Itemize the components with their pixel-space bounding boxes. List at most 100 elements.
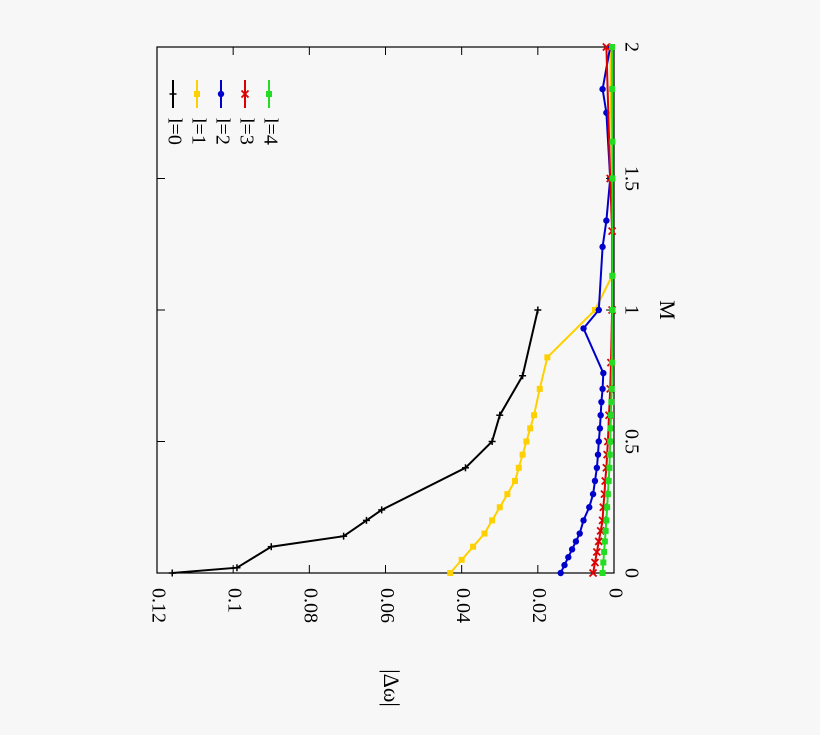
data-point xyxy=(458,556,465,563)
data-point xyxy=(597,412,604,419)
y-tick-label: 0.04 xyxy=(452,588,474,623)
data-point xyxy=(609,44,616,50)
data-point xyxy=(595,438,602,445)
data-point xyxy=(609,138,616,145)
data-point xyxy=(461,464,469,472)
data-point xyxy=(519,372,527,380)
data-point xyxy=(240,89,250,99)
data-point xyxy=(489,517,496,524)
y-tick-label: 0 xyxy=(604,588,626,598)
data-point xyxy=(595,306,602,314)
data-point xyxy=(601,548,608,555)
data-point xyxy=(362,516,370,524)
data-point xyxy=(607,425,614,432)
legend-entry-2: l=2 xyxy=(211,80,233,145)
data-point xyxy=(592,547,601,557)
data-point xyxy=(600,369,607,377)
data-point xyxy=(607,412,614,419)
data-point xyxy=(594,537,603,546)
data-point xyxy=(603,517,610,524)
data-point xyxy=(519,451,526,458)
data-point xyxy=(557,569,564,577)
data-point xyxy=(266,91,272,97)
data-point xyxy=(604,491,611,498)
data-point xyxy=(608,399,615,406)
data-point xyxy=(488,438,496,445)
legend-label: l=2 xyxy=(211,118,233,145)
data-point xyxy=(496,411,504,419)
series-layer xyxy=(168,42,617,578)
data-point xyxy=(596,425,604,432)
y-tick-label: 0.06 xyxy=(376,588,398,623)
data-point xyxy=(544,354,551,361)
x-tick-label: 0.5 xyxy=(620,429,642,454)
data-point xyxy=(561,561,568,569)
data-point xyxy=(169,90,177,98)
data-point xyxy=(534,306,542,314)
data-point xyxy=(194,91,200,97)
legend-entry-4: l=4 xyxy=(259,80,281,145)
data-point xyxy=(600,559,607,566)
data-point xyxy=(609,86,616,93)
data-point xyxy=(233,564,241,572)
data-point xyxy=(588,568,598,578)
data-point xyxy=(598,398,605,406)
y-tick-label: 0.1 xyxy=(224,588,246,613)
data-point xyxy=(470,543,477,550)
data-point xyxy=(586,504,593,511)
data-point xyxy=(378,506,386,514)
data-point xyxy=(576,530,583,537)
x-tick-label: 0 xyxy=(620,568,642,578)
y-axis-label: |Δω| xyxy=(379,669,404,706)
data-point xyxy=(217,90,225,98)
data-point xyxy=(496,504,503,511)
data-point xyxy=(599,243,606,251)
data-point xyxy=(536,385,543,392)
series-line xyxy=(559,46,612,574)
data-point xyxy=(590,558,600,567)
data-point xyxy=(593,464,601,471)
x-tick-label: 2 xyxy=(620,42,642,52)
data-point xyxy=(591,307,598,313)
legend-entry-3: l=3 xyxy=(235,80,257,145)
data-point xyxy=(572,538,580,545)
data-point xyxy=(606,464,613,471)
series-0 xyxy=(168,306,542,577)
series-2 xyxy=(557,43,614,577)
data-point xyxy=(511,477,518,484)
data-point xyxy=(565,554,572,561)
data-point xyxy=(599,570,606,576)
data-point xyxy=(568,546,576,553)
x-axis-label: M xyxy=(655,300,680,320)
data-point xyxy=(608,385,615,392)
data-point xyxy=(606,451,613,458)
data-point xyxy=(523,438,530,445)
series-line xyxy=(449,46,614,574)
series-4 xyxy=(599,44,616,576)
x-tick-label: 1 xyxy=(620,305,642,315)
legend-label: l=1 xyxy=(187,118,209,145)
data-point xyxy=(515,464,522,471)
legend-label: l=4 xyxy=(259,118,281,145)
data-point xyxy=(504,491,511,498)
data-point xyxy=(591,477,599,485)
data-point xyxy=(605,477,612,484)
data-point xyxy=(531,412,538,419)
legend-entry-0: l=0 xyxy=(163,80,185,145)
data-point xyxy=(340,532,348,540)
data-point xyxy=(609,307,616,313)
data-point xyxy=(527,425,534,432)
data-point xyxy=(603,217,610,224)
data-point xyxy=(580,517,587,524)
data-point xyxy=(589,490,597,498)
data-point xyxy=(594,451,602,458)
legend-label: l=0 xyxy=(163,118,185,145)
data-point xyxy=(267,543,275,551)
data-point xyxy=(609,272,616,279)
legend-entry-1: l=1 xyxy=(187,80,209,145)
data-point xyxy=(599,385,606,393)
data-point xyxy=(601,538,608,545)
series-1 xyxy=(447,44,616,576)
y-tick-label: 0.08 xyxy=(300,588,322,623)
